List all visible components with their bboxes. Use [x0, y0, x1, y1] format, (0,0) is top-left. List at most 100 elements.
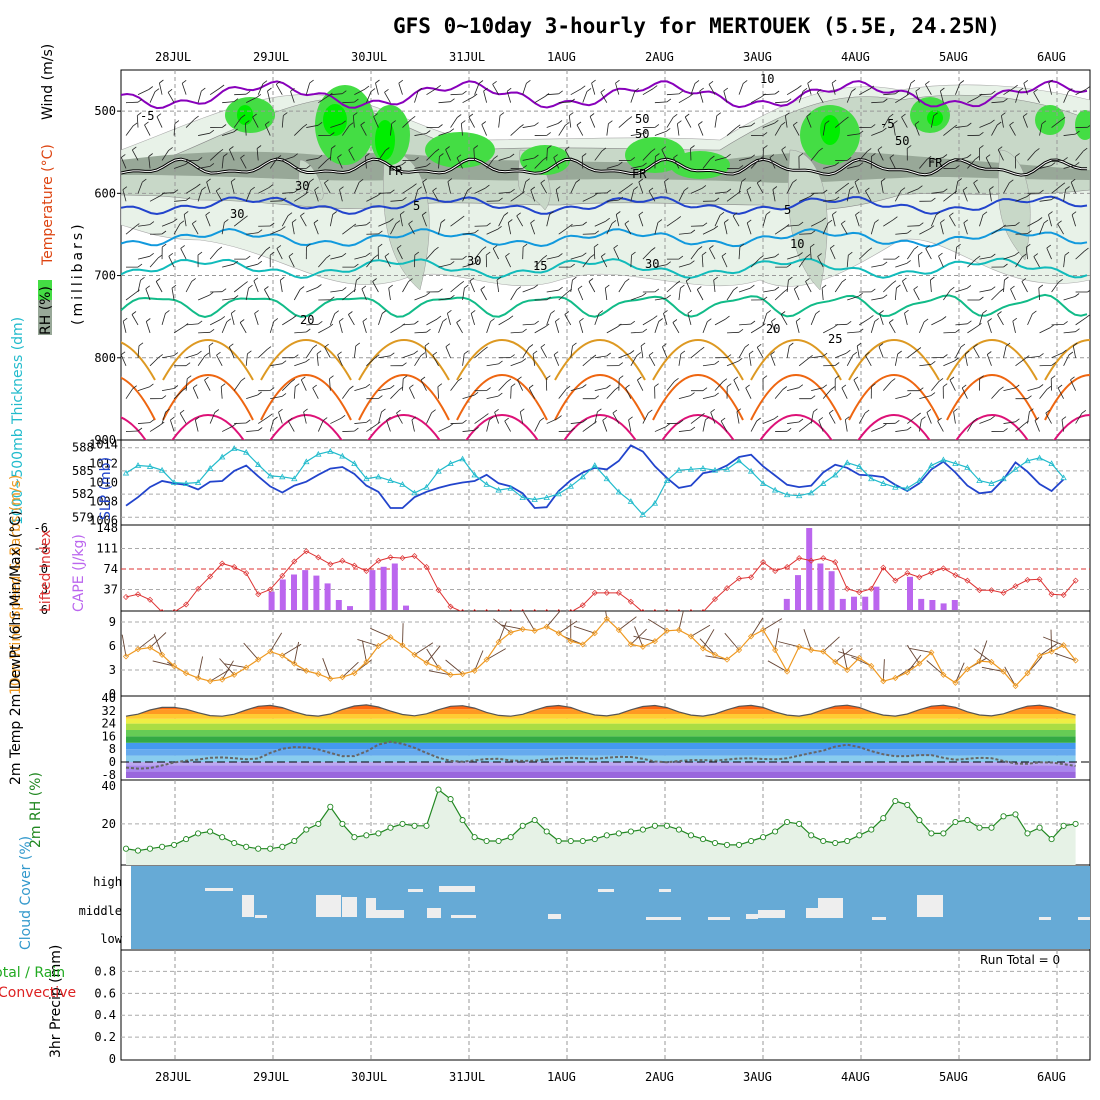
wind-barb-flag — [657, 219, 663, 223]
wind-barb-flag — [580, 85, 586, 90]
wind-barb-staff — [738, 347, 746, 358]
cape-bar — [268, 591, 275, 610]
wind-barb-flag — [650, 148, 656, 153]
wind-barb-flag — [294, 354, 299, 359]
wind-barb-staff — [914, 124, 920, 136]
wind-barb-flag — [183, 323, 189, 327]
wind-barb-flag — [889, 154, 895, 159]
lifted-index-point — [712, 596, 718, 603]
wind-barb-staff — [149, 91, 156, 103]
wind-barb-flag — [256, 93, 262, 98]
wind-barb-staff — [582, 257, 591, 268]
wind-barb-staff — [558, 101, 571, 104]
wind-barb-flag — [245, 120, 250, 124]
wind-barb-flag — [481, 121, 487, 125]
wind-barb-staff — [375, 82, 379, 95]
rh-2m-point — [988, 824, 995, 831]
contour-label: FR — [388, 164, 403, 178]
wind-barb-staff — [1033, 256, 1040, 268]
wind-barb-flag — [375, 354, 380, 359]
wind-10m-point — [904, 669, 911, 676]
wind-barb-staff — [366, 257, 375, 268]
wind-barb-staff — [687, 313, 692, 325]
wind-barb-staff — [558, 226, 569, 235]
wind-barb-staff — [997, 314, 1004, 326]
wind-barb-flag — [1037, 217, 1043, 221]
wind-barb-staff — [185, 118, 195, 128]
wind-barb-flag — [325, 254, 331, 259]
wind-barb-staff — [840, 223, 848, 235]
wind-barb-flag — [1022, 113, 1028, 117]
wind-barb-flag — [146, 318, 151, 322]
rh-2m-point — [832, 839, 839, 847]
wind-barb-flag — [864, 409, 870, 414]
wind-barb-flag — [401, 161, 407, 166]
wind-barb-staff — [702, 158, 711, 169]
slp-point — [170, 479, 178, 485]
wind-barb-flag — [1070, 376, 1075, 381]
wind-barb-staff — [581, 156, 584, 169]
wind-barb-staff — [540, 347, 548, 358]
wind-barb-staff — [1003, 224, 1016, 227]
wind-barb-flag — [253, 277, 259, 282]
wind-barb-flag — [925, 80, 930, 85]
wind-barb-staff — [732, 215, 740, 227]
wind-barb-staff — [161, 411, 166, 424]
wind-barb-staff — [303, 411, 307, 424]
wind-barb-staff — [930, 115, 934, 128]
wind-barb-flag — [484, 413, 489, 417]
wind-barb-staff — [145, 288, 151, 301]
wind-barb-flag — [148, 86, 154, 90]
slp-point — [591, 462, 598, 468]
wind-barb-staff — [859, 318, 870, 326]
lifted-index-point — [172, 609, 177, 611]
wind-barb-staff — [1033, 92, 1040, 103]
wind-barb-flag — [827, 219, 833, 224]
wind-barb-staff — [1027, 356, 1040, 359]
wind-barb-flag — [756, 179, 762, 184]
wind-barb-flag — [341, 252, 347, 257]
wind-10m-point — [1012, 682, 1019, 690]
wind-barb-staff — [654, 426, 667, 432]
wind-barb-staff — [1015, 91, 1020, 103]
wind-barb-staff — [498, 191, 511, 194]
wind-barb-flag — [161, 243, 167, 248]
wind-10m-axis-label: 10m Wind Speed & Barbs (m/s) — [8, 475, 24, 695]
wind-10m-point — [423, 659, 430, 666]
wind-barb-flag — [312, 344, 318, 349]
wind-barb-staff — [209, 412, 216, 424]
wind-barb-staff — [324, 182, 331, 194]
wind-barb-flag — [493, 155, 498, 160]
wind-barb-staff — [230, 181, 235, 194]
wind-barb-flag — [856, 342, 862, 347]
wind-barb-flag — [630, 157, 636, 161]
isotherm-25 — [121, 339, 1090, 381]
wind-barb-staff — [414, 189, 419, 202]
wind-barb-flag — [473, 145, 479, 149]
wind-barb-staff — [818, 420, 824, 432]
wind-barb-flag — [781, 146, 786, 151]
wind-barb-flag — [699, 87, 704, 92]
wind-barb-staff — [173, 164, 186, 169]
wind-barb-flag — [648, 187, 654, 192]
rh-2m-point — [964, 817, 971, 824]
wind-barb-staff — [390, 326, 401, 334]
cloud-block — [806, 908, 820, 918]
cloud-block — [242, 895, 254, 917]
wind-barb-flag — [641, 292, 647, 297]
wind-barb-staff — [318, 95, 329, 104]
slp-point — [555, 490, 562, 497]
wind-barb-staff — [821, 288, 824, 301]
wind-barb-flag — [630, 320, 636, 325]
lifted-index-axis-label: Lifted Index — [38, 530, 54, 612]
wind-barb-flag — [853, 376, 859, 381]
wind-10m-point — [447, 671, 454, 678]
wind-barb-flag — [1057, 384, 1063, 389]
wind-barb-staff — [462, 232, 475, 235]
lifted-index-point — [532, 609, 537, 611]
date-label-top: 6AUG — [1037, 50, 1066, 64]
wind-barb-staff — [606, 223, 613, 235]
wind-barb-staff — [1038, 287, 1040, 301]
wind-barb-staff — [149, 195, 161, 202]
wind-barb-flag — [943, 354, 948, 358]
